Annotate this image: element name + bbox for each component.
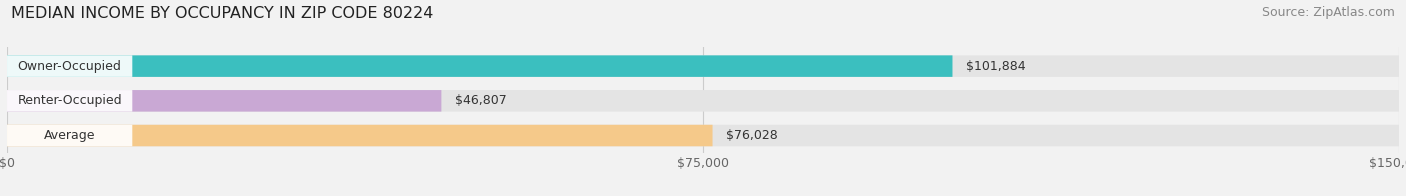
FancyBboxPatch shape bbox=[7, 55, 132, 77]
Text: $101,884: $101,884 bbox=[966, 60, 1026, 73]
FancyBboxPatch shape bbox=[7, 125, 132, 146]
FancyBboxPatch shape bbox=[7, 55, 1399, 77]
FancyBboxPatch shape bbox=[7, 125, 713, 146]
FancyBboxPatch shape bbox=[7, 90, 441, 112]
Text: Source: ZipAtlas.com: Source: ZipAtlas.com bbox=[1261, 6, 1395, 19]
Text: MEDIAN INCOME BY OCCUPANCY IN ZIP CODE 80224: MEDIAN INCOME BY OCCUPANCY IN ZIP CODE 8… bbox=[11, 6, 433, 21]
FancyBboxPatch shape bbox=[7, 90, 1399, 112]
FancyBboxPatch shape bbox=[7, 90, 132, 112]
FancyBboxPatch shape bbox=[7, 125, 1399, 146]
Text: Owner-Occupied: Owner-Occupied bbox=[18, 60, 121, 73]
Text: $46,807: $46,807 bbox=[456, 94, 508, 107]
FancyBboxPatch shape bbox=[7, 55, 952, 77]
Text: Average: Average bbox=[44, 129, 96, 142]
Text: $76,028: $76,028 bbox=[727, 129, 778, 142]
Text: Renter-Occupied: Renter-Occupied bbox=[17, 94, 122, 107]
